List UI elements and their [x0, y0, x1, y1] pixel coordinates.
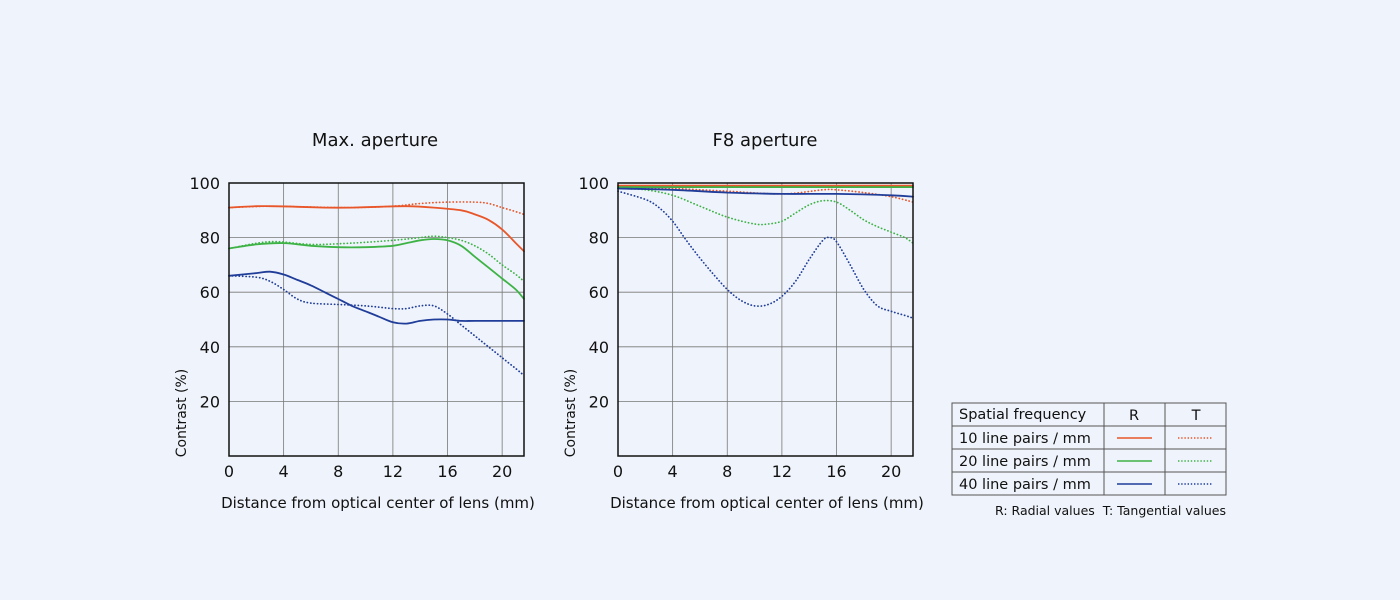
series-40lpmm-tangential — [617, 190, 914, 319]
x-tick-label: 0 — [613, 462, 623, 481]
y-tick-label: 80 — [200, 229, 220, 248]
x-tick-label: 0 — [224, 462, 234, 481]
series-10lpmm-tangential — [228, 201, 525, 216]
x-tick-label: 12 — [772, 462, 792, 481]
series-20lpmm-tangential — [617, 187, 914, 244]
plot-frame — [617, 182, 914, 457]
grid — [229, 183, 524, 456]
y-tick-label: 60 — [589, 283, 609, 302]
series-40lpmm-tangential — [228, 274, 525, 377]
y-tick-label: 40 — [589, 338, 609, 357]
x-tick-label: 20 — [881, 462, 901, 481]
y-tick-label: 20 — [589, 392, 609, 411]
series-10lpmm-radial — [228, 205, 525, 253]
legend-row-label: 20 line pairs / mm — [959, 454, 1091, 470]
y-tick-labels: 20 40 60 80 100 — [578, 174, 609, 411]
series-40lpmm-radial — [228, 270, 525, 325]
x-tick-label: 4 — [279, 462, 289, 481]
y-tick-label: 100 — [189, 174, 220, 193]
chart-title: F8 aperture — [712, 130, 817, 151]
legend-row-label: 40 line pairs / mm — [959, 477, 1091, 493]
grid — [618, 183, 913, 456]
y-axis-label: Contrast (%) — [563, 369, 579, 458]
x-tick-label: 4 — [668, 462, 678, 481]
series-20lpmm-radial — [228, 238, 525, 300]
legend-header: Spatial frequency — [959, 407, 1087, 423]
y-tick-label: 60 — [200, 283, 220, 302]
legend-footnote: R: Radial values T: Tangential values — [995, 503, 1226, 518]
legend-row-label: 10 line pairs / mm — [959, 431, 1091, 447]
x-axis-label: Distance from optical center of lens (mm… — [610, 494, 924, 512]
x-tick-labels: 0 4 8 12 16 20 — [613, 462, 901, 481]
x-tick-label: 20 — [492, 462, 512, 481]
x-tick-label: 8 — [333, 462, 343, 481]
series-40lpmm-radial — [617, 187, 914, 198]
series-20lpmm-tangential — [228, 235, 525, 283]
y-tick-label: 100 — [578, 174, 609, 193]
chart-f8-aperture: F8 aperture Contrast (%) Distance from o… — [563, 130, 924, 512]
y-tick-label: 80 — [589, 229, 609, 248]
x-tick-label: 12 — [383, 462, 403, 481]
chart-max-aperture: Max. aperture Contrast (%) Distance from… — [174, 130, 535, 512]
x-tick-labels: 0 4 8 12 16 20 — [224, 462, 512, 481]
x-tick-label: 16 — [437, 462, 457, 481]
y-tick-labels: 20 40 60 80 100 — [189, 174, 220, 411]
x-tick-label: 16 — [826, 462, 846, 481]
x-tick-label: 8 — [722, 462, 732, 481]
legend-table: Spatial frequency R T 10 line pairs / mm… — [951, 402, 1227, 518]
legend-col-t: T — [1191, 408, 1201, 424]
series-lines — [228, 201, 525, 377]
y-axis-label: Contrast (%) — [174, 369, 190, 458]
y-tick-label: 40 — [200, 338, 220, 357]
y-tick-label: 20 — [200, 392, 220, 411]
legend-col-r: R — [1129, 408, 1139, 424]
series-lines — [617, 184, 914, 319]
x-axis-label: Distance from optical center of lens (mm… — [221, 494, 535, 512]
chart-title: Max. aperture — [312, 130, 438, 151]
plot-frame — [228, 182, 525, 457]
